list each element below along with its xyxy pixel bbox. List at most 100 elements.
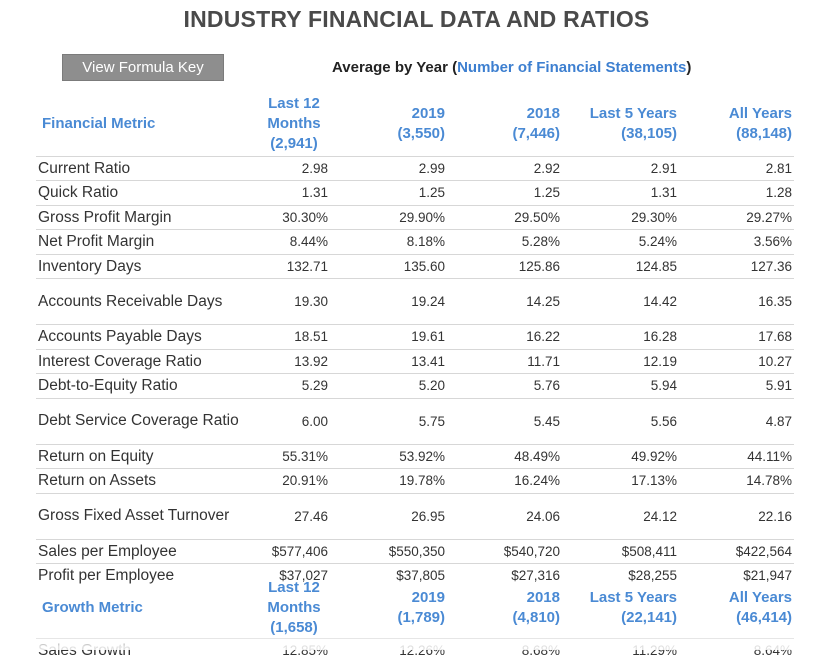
col-header-count: (46,414)	[736, 609, 792, 626]
financial-metrics-body: Current Ratio 2.98 2.99 2.92 2.91 2.81 Quick R…	[36, 155, 794, 588]
metric-value: 1.25	[447, 180, 562, 205]
col-header-count: (7,446)	[512, 124, 560, 142]
metric-value: 12.19	[562, 348, 679, 374]
col-header-count: (1,789)	[397, 609, 445, 626]
metric-value: 4.87	[679, 397, 794, 444]
metric-value: 16.22	[447, 324, 562, 349]
table-row: Accounts Receivable Days 19.30 19.24 14.25 1…	[36, 278, 794, 325]
metric-value: 11.71	[447, 348, 562, 374]
metric-value: 55.31%	[258, 443, 330, 469]
metric-name: Gross Fixed Asset Turnover	[36, 492, 258, 539]
metric-value: 5.75	[330, 397, 447, 444]
metric-value: 132.71	[258, 253, 330, 279]
metric-value: 20.91%	[258, 468, 330, 493]
metric-value: 5.56	[562, 397, 679, 444]
growth-col-header-all-years: All Years (46,414)	[679, 578, 794, 639]
close-paren: )	[686, 59, 692, 76]
page-title: INDUSTRY FINANCIAL DATA AND RATIOS	[183, 6, 650, 32]
metric-value: 5.91	[679, 373, 794, 398]
col-header-count: (88,148)	[736, 124, 792, 142]
metric-value: 14.25	[447, 278, 562, 325]
growth-col-header-2018: 2018 (4,810)	[447, 578, 562, 639]
growth-col-header-last-5-years: Last 5 Years (22,141)	[562, 578, 679, 639]
table-row: Inventory Days 132.71 135.60 125.86 124.85 12…	[36, 253, 794, 279]
col-header-label: Last 5 Years	[589, 589, 677, 606]
metric-value: 5.45	[447, 397, 562, 444]
col-header-count: (2,941)	[270, 134, 318, 152]
col-header-label: Last 12 Months	[267, 94, 321, 132]
average-by-year-label: Average by Year (Number of Financial Sta…	[332, 59, 691, 76]
growth-col-header-2019: 2019 (1,789)	[330, 578, 447, 639]
metric-value: $540,720	[447, 538, 562, 564]
metric-value: 10.27	[679, 348, 794, 374]
metric-value: 16.35	[679, 278, 794, 325]
metric-value: 8.44%	[258, 229, 330, 254]
metric-value: 1.28	[679, 180, 794, 205]
metric-value: 19.61	[330, 324, 447, 349]
open-paren: (	[452, 59, 458, 76]
table-row: Return on Equity 55.31% 53.92% 48.49% 49.92%…	[36, 443, 794, 469]
metric-value: 2.81	[679, 155, 794, 181]
number-of-statements-link[interactable]: Number of Financial Statements	[457, 59, 687, 76]
metric-value: 19.30	[258, 278, 330, 325]
metric-value: 5.76	[447, 373, 562, 398]
metric-name: Quick Ratio	[36, 180, 258, 205]
metric-value: 5.24%	[562, 229, 679, 254]
metric-value: 127.36	[679, 253, 794, 279]
metric-value: 29.30%	[562, 204, 679, 230]
metric-value: 29.27%	[679, 204, 794, 230]
col-header-label: 2019	[411, 104, 445, 122]
col-header-label: 2018	[526, 104, 560, 122]
col-header-count: (1,658)	[270, 619, 318, 636]
metric-value: $21,947	[679, 563, 794, 588]
metric-value: 48.49%	[447, 443, 562, 469]
metric-value: $550,350	[330, 538, 447, 564]
table-row: Current Ratio 2.98 2.99 2.92 2.91 2.81	[36, 155, 794, 181]
metric-value: 44.11%	[679, 443, 794, 469]
metric-value: $577,406	[258, 538, 330, 564]
metric-value: 19.24	[330, 278, 447, 325]
metric-value: 19.78%	[330, 468, 447, 493]
metric-name: Return on Assets	[36, 468, 258, 493]
metric-value: 8.18%	[330, 229, 447, 254]
growth-header-row: Growth Metric Last 12 Months (1,658) 2019…	[36, 578, 794, 639]
bottom-fade	[0, 632, 833, 650]
metric-value: 16.28	[562, 324, 679, 349]
col-header-count: (3,550)	[397, 124, 445, 142]
metric-value: 29.50%	[447, 204, 562, 230]
metric-value: $37,027	[258, 563, 330, 588]
table-row: Interest Coverage Ratio 13.92 13.41 11.71 12…	[36, 348, 794, 374]
metric-value: 135.60	[330, 253, 447, 279]
metric-value: 27.46	[258, 492, 330, 539]
col-header-2018: 2018 (7,446)	[447, 92, 562, 156]
metric-name: Debt Service Coverage Ratio	[36, 397, 258, 444]
table-row: Debt Service Coverage Ratio 6.00 5.75 5.45 5…	[36, 397, 794, 444]
metric-value: 26.95	[330, 492, 447, 539]
metric-name: Return on Equity	[36, 443, 258, 469]
metric-value: 5.94	[562, 373, 679, 398]
metric-value: 14.78%	[679, 468, 794, 493]
metric-value: 49.92%	[562, 443, 679, 469]
metric-value: $28,255	[562, 563, 679, 588]
metric-value: 5.29	[258, 373, 330, 398]
col-header-last-12-months: Last 12 Months (2,941)	[258, 92, 330, 156]
metric-value: 30.30%	[258, 204, 330, 230]
metric-value: 24.06	[447, 492, 562, 539]
metric-value: 13.41	[330, 348, 447, 374]
view-formula-key-button[interactable]: View Formula Key	[62, 54, 224, 81]
growth-col-header-last-12-months: Last 12 Months (1,658)	[258, 578, 330, 639]
metric-value: 17.13%	[562, 468, 679, 493]
table-row: Return on Assets 20.91% 19.78% 16.24% 17.13%…	[36, 468, 794, 493]
metric-value: 53.92%	[330, 443, 447, 469]
metric-value: 6.00	[258, 397, 330, 444]
metric-value: 14.42	[562, 278, 679, 325]
col-header-label: 2018	[526, 589, 560, 606]
col-header-label: Last 12 Months	[267, 579, 321, 616]
table-row: Quick Ratio 1.31 1.25 1.25 1.31 1.28	[36, 180, 794, 205]
metric-name: Debt-to-Equity Ratio	[36, 373, 258, 398]
metric-name: Net Profit Margin	[36, 229, 258, 254]
metric-name: Interest Coverage Ratio	[36, 348, 258, 374]
table-row: Profit per Employee $37,027 $37,805 $27,316…	[36, 563, 794, 588]
metric-value: 5.28%	[447, 229, 562, 254]
col-header-count: (38,105)	[621, 124, 677, 142]
